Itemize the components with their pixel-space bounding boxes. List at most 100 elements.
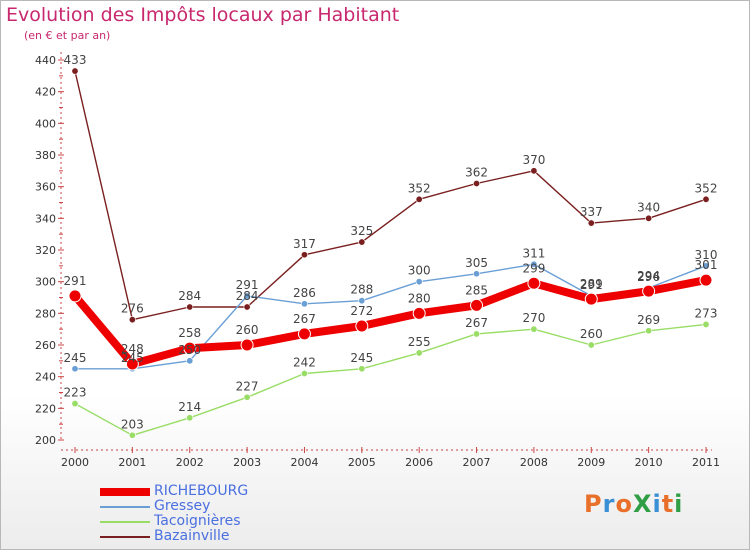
y-tick-label: 420 [35,86,56,99]
x-tick-label: 2004 [290,456,318,469]
data-label-gressey: 305 [465,256,488,270]
series-line-richebourg [71,276,710,368]
data-point-richebourg [355,319,369,333]
data-label-tacoignieres: 255 [408,335,431,349]
data-point-tacoignieres [300,369,308,377]
data-labels: 433 276 284 284 317 325 352 362 370 337 340 352 223 2… [64,53,718,431]
series-line-tacoignieres [74,323,707,436]
data-label-tacoignieres: 203 [121,417,144,431]
series-lines [71,70,710,436]
x-tick-label: 2002 [176,456,204,469]
data-point-tacoignieres [645,327,653,335]
data-point-bazainville [243,303,251,311]
data-point-gressey [415,278,423,286]
data-point-gressey [300,300,308,308]
x-tick-label: 2011 [692,456,720,469]
data-label-bazainville: 340 [637,200,660,214]
data-point-richebourg [240,338,254,352]
data-label-gressey: 245 [121,351,144,365]
data-point-richebourg [297,327,311,341]
data-label-richebourg: 285 [465,283,488,297]
data-label-bazainville: 352 [408,181,431,195]
data-point-bazainville [473,180,481,188]
data-label-richebourg: 267 [293,312,316,326]
data-point-gressey [71,365,79,373]
logo-letter: r [602,490,616,518]
logo-letter: o [615,490,633,518]
data-label-bazainville: 370 [522,153,545,167]
data-label-tacoignieres: 267 [465,316,488,330]
data-label-richebourg: 301 [695,258,718,272]
data-point-bazainville [71,67,79,75]
data-point-richebourg [125,357,139,371]
y-tick-label: 400 [35,117,56,130]
data-point-bazainville [358,238,366,246]
data-label-gressey: 296 [637,270,660,284]
logo-letter: i [674,490,684,518]
data-point-bazainville [186,303,194,311]
data-label-tacoignieres: 242 [293,356,316,370]
legend-swatch-gressey [100,506,150,508]
data-point-bazainville [702,195,710,203]
data-point-richebourg [527,276,541,290]
x-tick-label: 2007 [463,456,491,469]
x-tick-label: 2005 [348,456,376,469]
y-tick-label: 440 [35,54,56,67]
data-label-bazainville: 352 [695,181,718,195]
data-label-richebourg: 260 [236,323,259,337]
data-point-tacoignieres [71,400,79,408]
x-tick-label: 2008 [520,456,548,469]
data-point-gressey [530,260,538,268]
x-tick-label: 2006 [405,456,433,469]
data-label-bazainville: 433 [64,53,87,67]
legend-label-richebourg: RICHEBOURG [154,483,249,499]
y-tick-label: 380 [35,149,56,162]
data-label-gressey: 291 [580,278,603,292]
data-point-bazainville [300,251,308,259]
logo-letter: X [632,490,653,518]
data-point-bazainville [587,219,595,227]
data-point-richebourg [183,341,197,355]
logo-letter: P [584,490,603,518]
y-tick-label: 240 [35,371,56,384]
data-label-bazainville: 317 [293,237,316,251]
x-tick-label: 2000 [61,456,89,469]
data-point-tacoignieres [128,431,136,439]
data-label-bazainville: 284 [236,289,259,303]
data-label-tacoignieres: 227 [236,379,259,393]
data-label-richebourg: 248 [121,342,144,356]
data-label-richebourg: 291 [64,274,87,288]
data-point-bazainville [415,195,423,203]
y-tick-label: 340 [35,212,56,225]
chart-axes: 200 220 240 260 280 300 320 340 360 380 400 420 440 2… [35,52,720,469]
x-tick-label: 2001 [118,456,146,469]
data-point-tacoignieres [530,325,538,333]
data-point-gressey [473,270,481,278]
data-point-richebourg [699,273,713,287]
data-label-gressey: 291 [236,278,259,292]
data-point-gressey [702,262,710,270]
logo-letter: i [652,490,662,518]
data-point-tacoignieres [473,330,481,338]
logo-letter: t [661,490,675,518]
data-label-gressey: 300 [408,264,431,278]
data-label-tacoignieres: 223 [64,386,87,400]
data-label-tacoignieres: 260 [580,327,603,341]
chart-subtitle: (en € et par an) [24,29,111,42]
data-label-richebourg: 258 [178,326,201,340]
y-tick-label: 320 [35,244,56,257]
data-label-bazainville: 362 [465,166,488,180]
legend-swatch-tacoignieres [100,521,150,523]
x-tick-label: 2009 [577,456,605,469]
data-point-richebourg [470,298,484,312]
data-label-gressey: 288 [350,283,373,297]
data-label-gressey: 310 [695,248,718,262]
data-point-gressey [186,357,194,365]
data-label-richebourg: 289 [580,277,603,291]
proxiti-logo: ProXiti [584,490,683,518]
y-tick-label: 360 [35,181,56,194]
data-label-bazainville: 276 [121,302,144,316]
data-point-tacoignieres [358,365,366,373]
